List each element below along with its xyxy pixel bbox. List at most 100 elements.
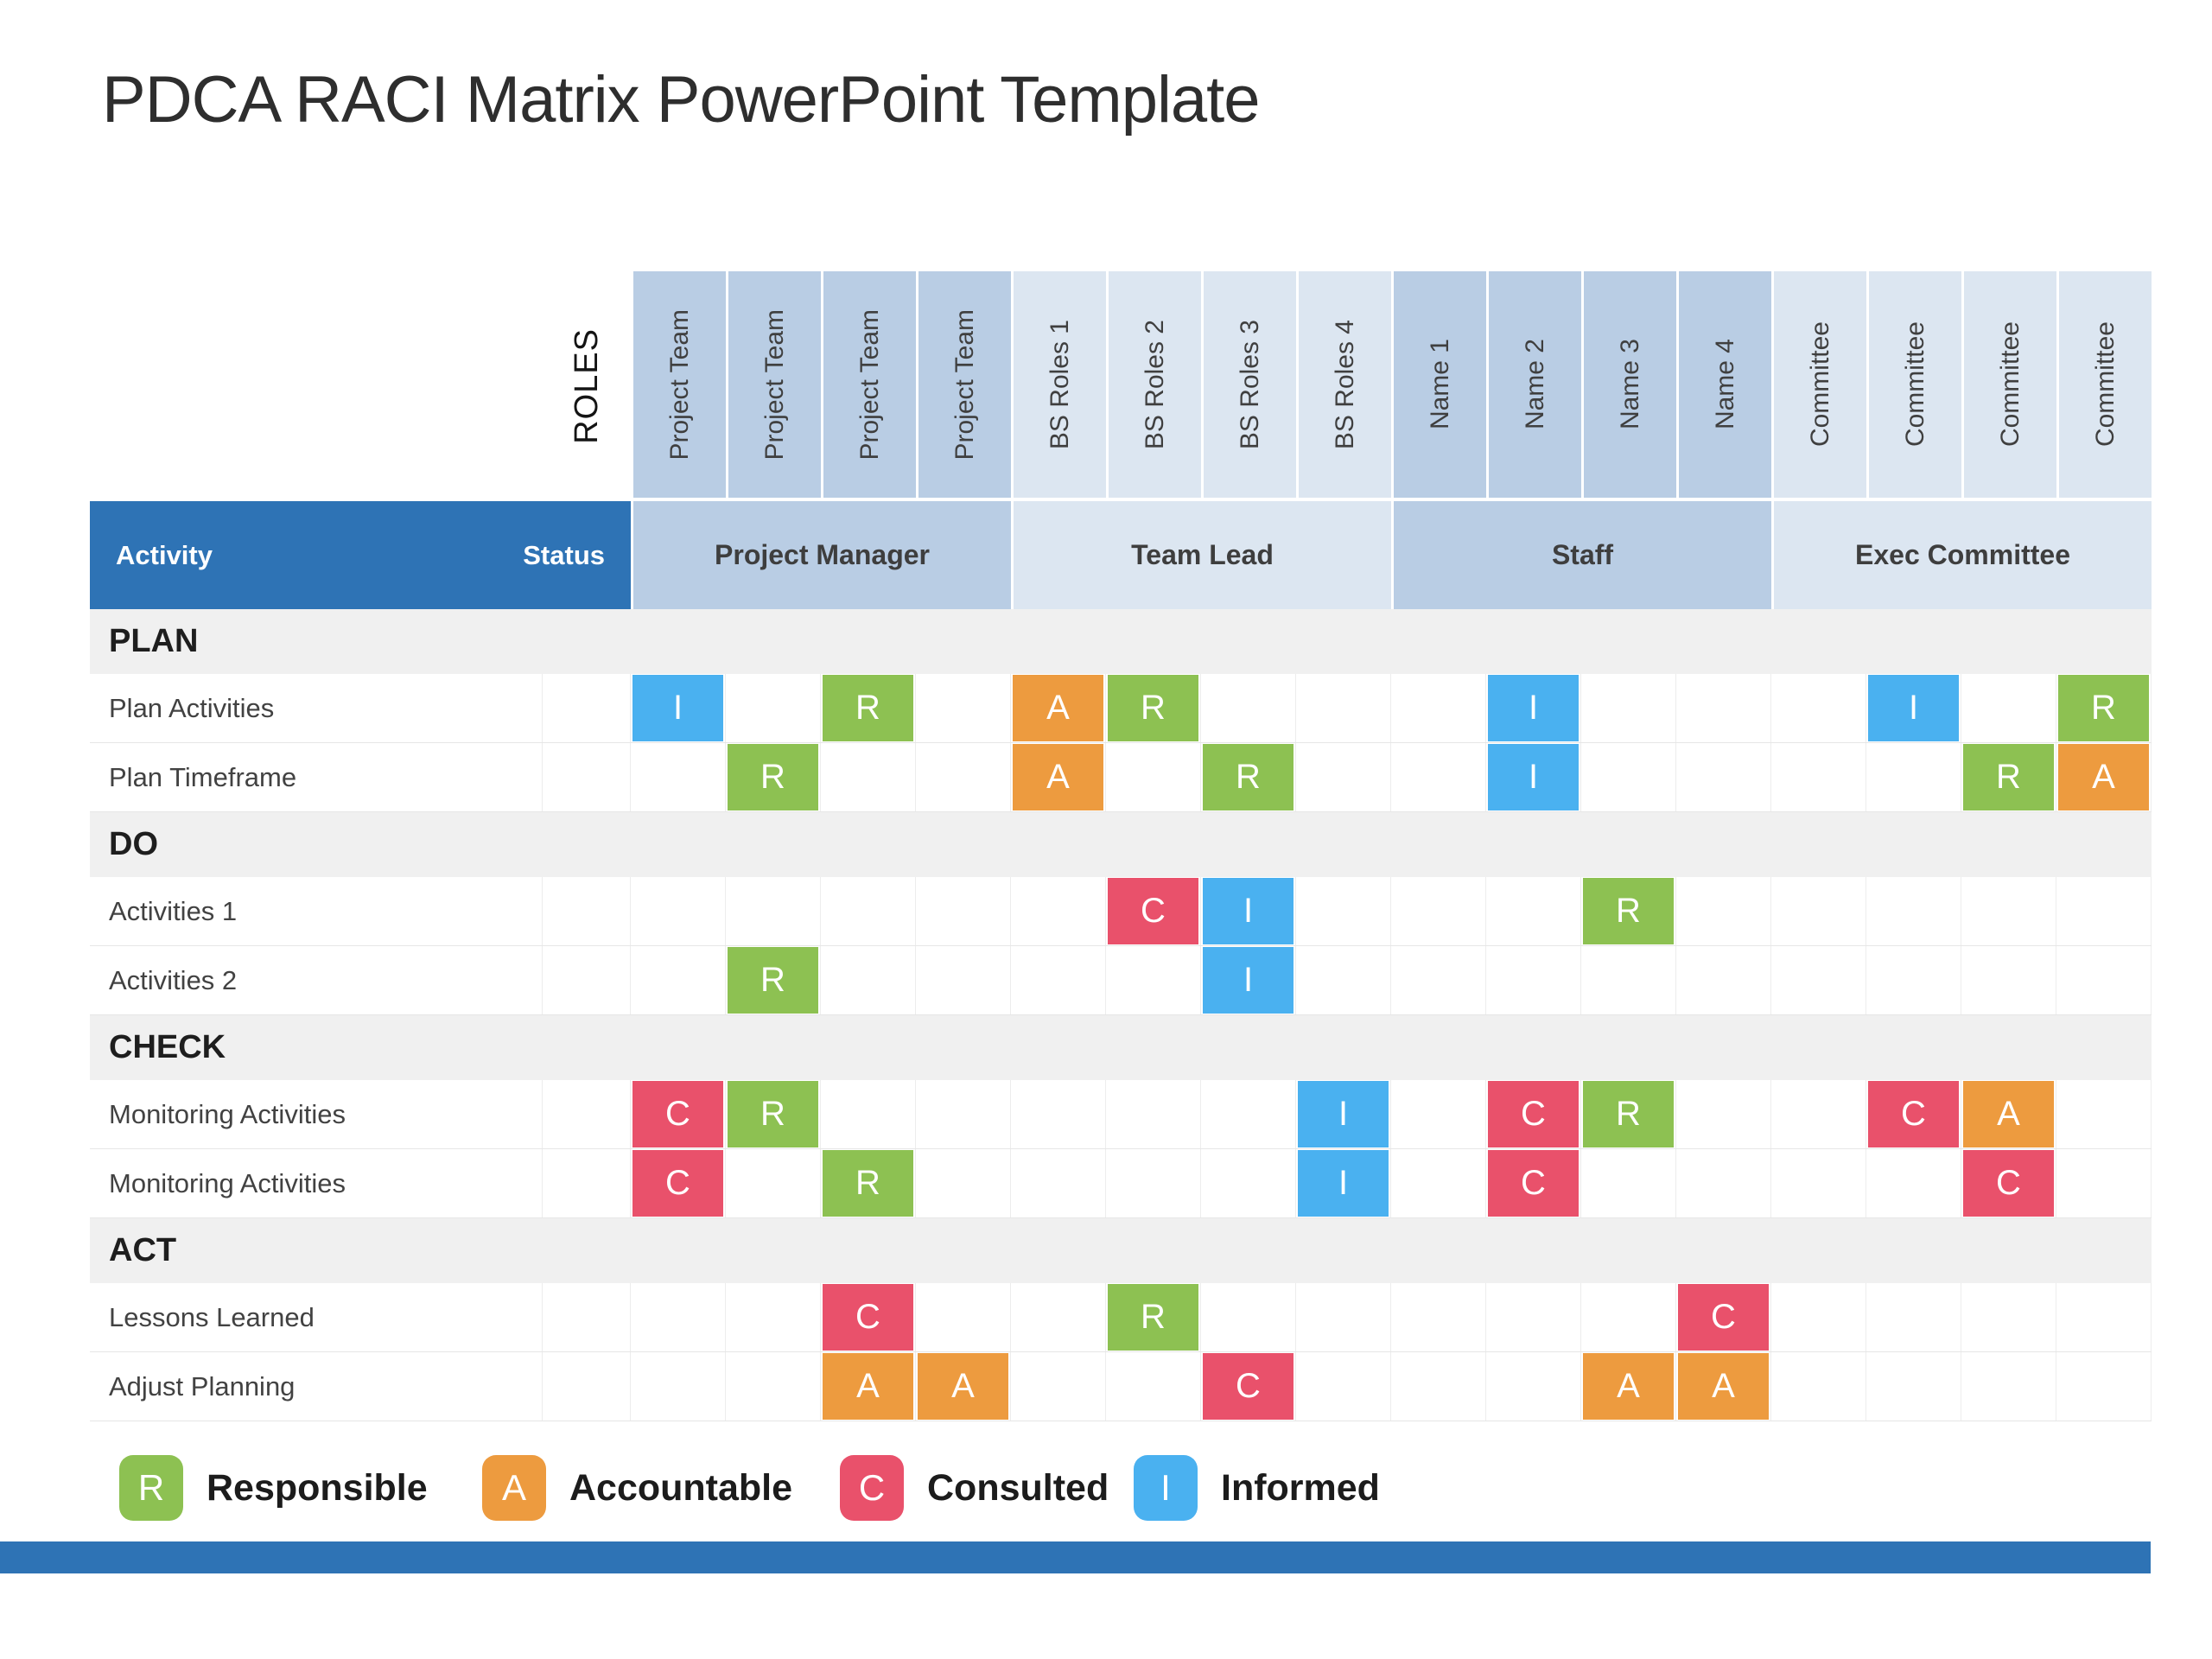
matrix-cell	[1391, 1149, 1486, 1217]
matrix-cell	[1106, 946, 1201, 1014]
raci-badge-C: C	[1963, 1150, 2054, 1217]
matrix-cell	[1771, 743, 1866, 811]
matrix-cell: I	[1201, 877, 1296, 945]
matrix-cell	[1296, 1352, 1391, 1421]
role-column-header: BS Roles 3	[1201, 271, 1296, 501]
matrix-cell	[2056, 946, 2152, 1014]
status-cell	[543, 674, 631, 742]
matrix-cell: R	[1106, 1283, 1201, 1351]
raci-badge-R: R	[1203, 744, 1294, 810]
matrix-cell	[1676, 1080, 1771, 1148]
role-column-label: Project Team	[855, 308, 884, 461]
legend-label: Accountable	[569, 1466, 793, 1509]
matrix-cell: I	[631, 674, 726, 742]
role-column-header: BS Roles 2	[1106, 271, 1201, 501]
status-cell	[543, 1149, 631, 1217]
role-column-label: Name 4	[1710, 339, 1739, 430]
raci-badge-I: I	[1488, 744, 1579, 810]
role-column-label: Name 3	[1615, 339, 1644, 430]
matrix-cell	[1771, 674, 1866, 742]
group-header-row: Activity Status Project Manager Team Lead…	[90, 501, 2152, 609]
matrix-cell: C	[821, 1283, 916, 1351]
matrix-cell	[1676, 743, 1771, 811]
matrix-cell	[1106, 743, 1201, 811]
matrix-cell	[1581, 1283, 1676, 1351]
matrix-cell: R	[821, 1149, 916, 1217]
matrix-cell	[916, 674, 1011, 742]
matrix-cell	[726, 1283, 821, 1351]
raci-badge-R: R	[1108, 675, 1198, 741]
matrix-cell	[726, 877, 821, 945]
raci-badge-R: R	[1963, 744, 2054, 810]
footer-accent-bar	[0, 1541, 2151, 1573]
matrix-cell	[1011, 1149, 1106, 1217]
matrix-cell: I	[1866, 674, 1961, 742]
role-column-header: Committee	[1961, 271, 2056, 501]
matrix-cell	[1391, 1352, 1486, 1421]
raci-badge-R: R	[823, 1150, 913, 1217]
role-column-label: BS Roles 4	[1330, 319, 1359, 450]
matrix-cell: R	[1106, 674, 1201, 742]
activity-row: Activities 2 R I	[90, 946, 2152, 1015]
matrix-cell	[726, 1149, 821, 1217]
matrix-cell	[1011, 1080, 1106, 1148]
role-column-label: Committee	[2090, 321, 2120, 448]
matrix-cell	[1391, 674, 1486, 742]
raci-badge-I: I	[1298, 1150, 1389, 1217]
matrix-cell: A	[1581, 1352, 1676, 1421]
legend-label: Responsible	[207, 1466, 428, 1509]
activity-header-spacer	[90, 271, 543, 501]
matrix-cell	[1201, 1149, 1296, 1217]
raci-badge-I: I	[1868, 675, 1959, 741]
section-row-act: ACT	[90, 1218, 2152, 1283]
role-column-header: Project Team	[631, 271, 726, 501]
raci-badge-I: I	[632, 675, 723, 741]
matrix-cell	[1961, 1283, 2056, 1351]
matrix-cell: A	[2056, 743, 2152, 811]
section-label: PLAN	[109, 623, 199, 659]
legend-label: Consulted	[927, 1466, 1109, 1509]
matrix-cell: R	[726, 946, 821, 1014]
raci-badge-R: R	[2058, 675, 2149, 741]
matrix-cell: R	[726, 743, 821, 811]
legend-item-consulted: C Consulted	[840, 1455, 1109, 1521]
matrix-cell	[1106, 1149, 1201, 1217]
matrix-cell	[1771, 1080, 1866, 1148]
role-column-header: Name 1	[1391, 271, 1486, 501]
roles-axis-label: ROLES	[568, 328, 605, 444]
matrix-cell: C	[1866, 1080, 1961, 1148]
matrix-cell	[1486, 1283, 1581, 1351]
matrix-cell: C	[1961, 1149, 2056, 1217]
role-column-header: Committee	[2056, 271, 2152, 501]
raci-badge-C: C	[1108, 878, 1198, 944]
matrix-cell: C	[1106, 877, 1201, 945]
matrix-cell: C	[631, 1080, 726, 1148]
matrix-cell	[1106, 1080, 1201, 1148]
raci-badge-I: I	[1203, 947, 1294, 1014]
raci-badge-A: A	[1583, 1353, 1674, 1420]
status-cell	[543, 946, 631, 1014]
section-row-check: CHECK	[90, 1015, 2152, 1080]
role-column-label: Project Team	[950, 308, 979, 461]
matrix-cell	[821, 743, 916, 811]
raci-table: ROLES Project Team Project Team Project Te…	[90, 271, 2152, 1421]
raci-badge-A: A	[2058, 744, 2149, 810]
raci-badge-C: C	[632, 1150, 723, 1217]
matrix-cell: R	[1201, 743, 1296, 811]
raci-badge-R: R	[728, 1081, 818, 1147]
matrix-cell	[1201, 674, 1296, 742]
activity-row: Monitoring Activities C R I C R C A	[90, 1080, 2152, 1149]
section-label: CHECK	[109, 1029, 226, 1065]
matrix-cell	[1391, 946, 1486, 1014]
raci-badge-A: A	[1963, 1081, 2054, 1147]
matrix-cell: A	[821, 1352, 916, 1421]
matrix-cell: A	[1676, 1352, 1771, 1421]
raci-badge-A: A	[1013, 744, 1103, 810]
matrix-cell	[2056, 1149, 2152, 1217]
matrix-cell	[1771, 946, 1866, 1014]
matrix-cell	[1391, 743, 1486, 811]
matrix-cell: C	[1486, 1080, 1581, 1148]
raci-badge-A: A	[1013, 675, 1103, 741]
